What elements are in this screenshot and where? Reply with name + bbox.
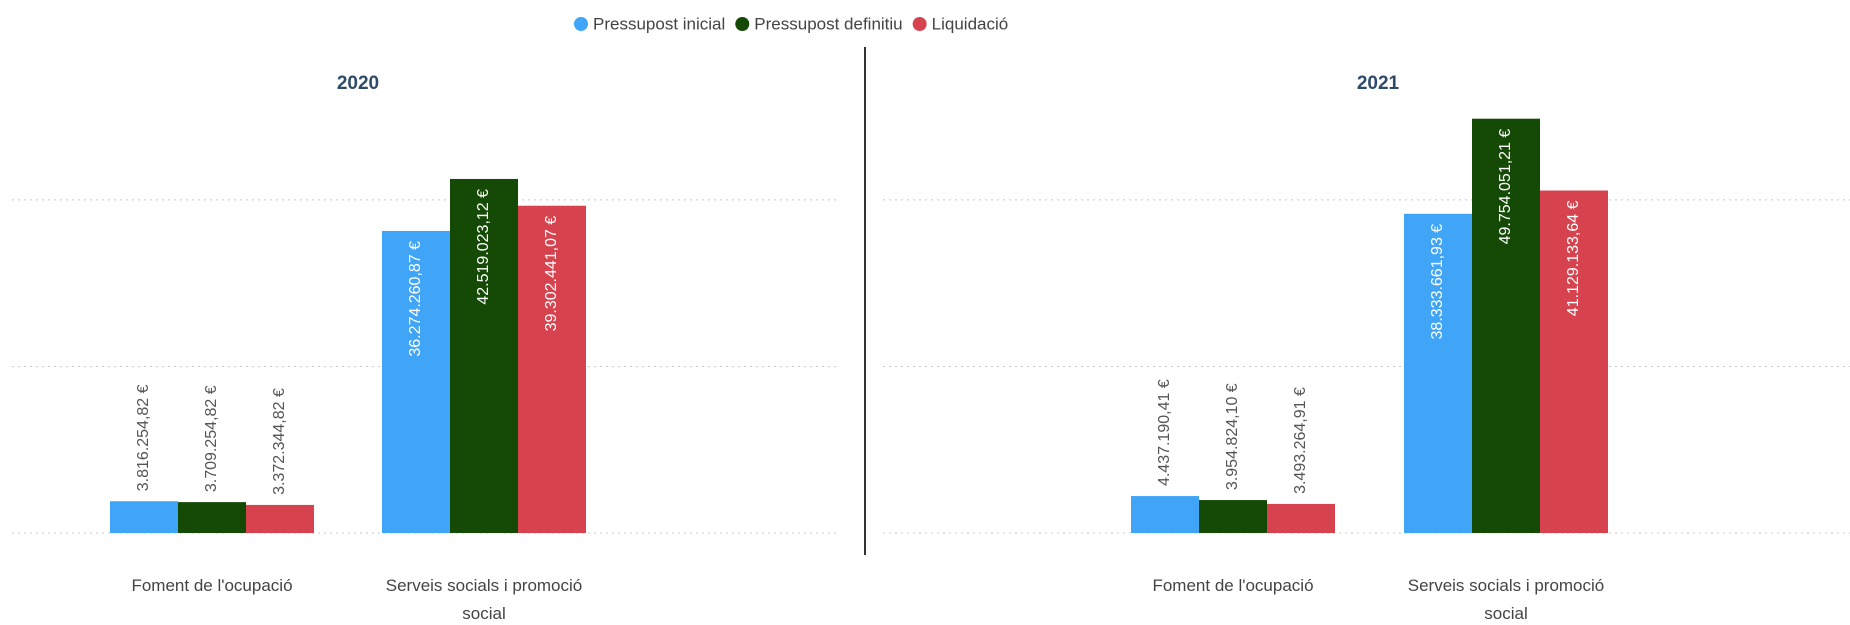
bar (518, 205, 586, 533)
bar (1267, 503, 1335, 533)
bar (1472, 118, 1540, 533)
bar (382, 230, 450, 533)
chart-title: 2020 (337, 73, 379, 94)
legend-marker (735, 17, 750, 31)
legend-label: Pressupost definitiu (754, 14, 902, 33)
x-tick-label: Serveis socials i promoció social (385, 576, 583, 623)
legend-label: Pressupost inicial (593, 14, 725, 33)
bar (1131, 496, 1199, 533)
value-label: 3.493.264,91 € (1292, 387, 1309, 494)
x-tick-label: Foment de l'ocupació (1152, 576, 1314, 595)
value-label: 3.954.824,10 € (1224, 383, 1241, 490)
legend-label: Liquidació (932, 14, 1009, 33)
value-label: 42.519.023,12 € (475, 189, 492, 305)
x-tick-label: Foment de l'ocupació (131, 576, 293, 595)
value-label: 3.372.344,82 € (271, 388, 288, 495)
bar (1540, 190, 1608, 533)
bar (1199, 500, 1267, 533)
bar (1404, 213, 1472, 534)
value-label: 3.709.254,82 € (203, 385, 220, 492)
bar (450, 178, 518, 533)
value-label: 41.129.133,64 € (1565, 200, 1582, 316)
value-label: 36.274.260,87 € (407, 241, 424, 357)
chart-title: 2021 (1357, 73, 1400, 94)
value-label: 39.302.441,07 € (543, 216, 560, 332)
x-tick-label: Serveis socials i promoció social (1407, 576, 1605, 623)
legend-marker (912, 17, 927, 31)
value-label: 4.437.190,41 € (1156, 379, 1173, 486)
bar (110, 501, 178, 533)
legend-marker (574, 17, 588, 31)
value-label: 38.333.661,93 € (1429, 224, 1446, 340)
value-label: 49.754.051,21 € (1497, 129, 1514, 245)
value-label: 3.816.254,82 € (135, 384, 152, 491)
bar (178, 502, 246, 533)
bar (246, 504, 314, 533)
